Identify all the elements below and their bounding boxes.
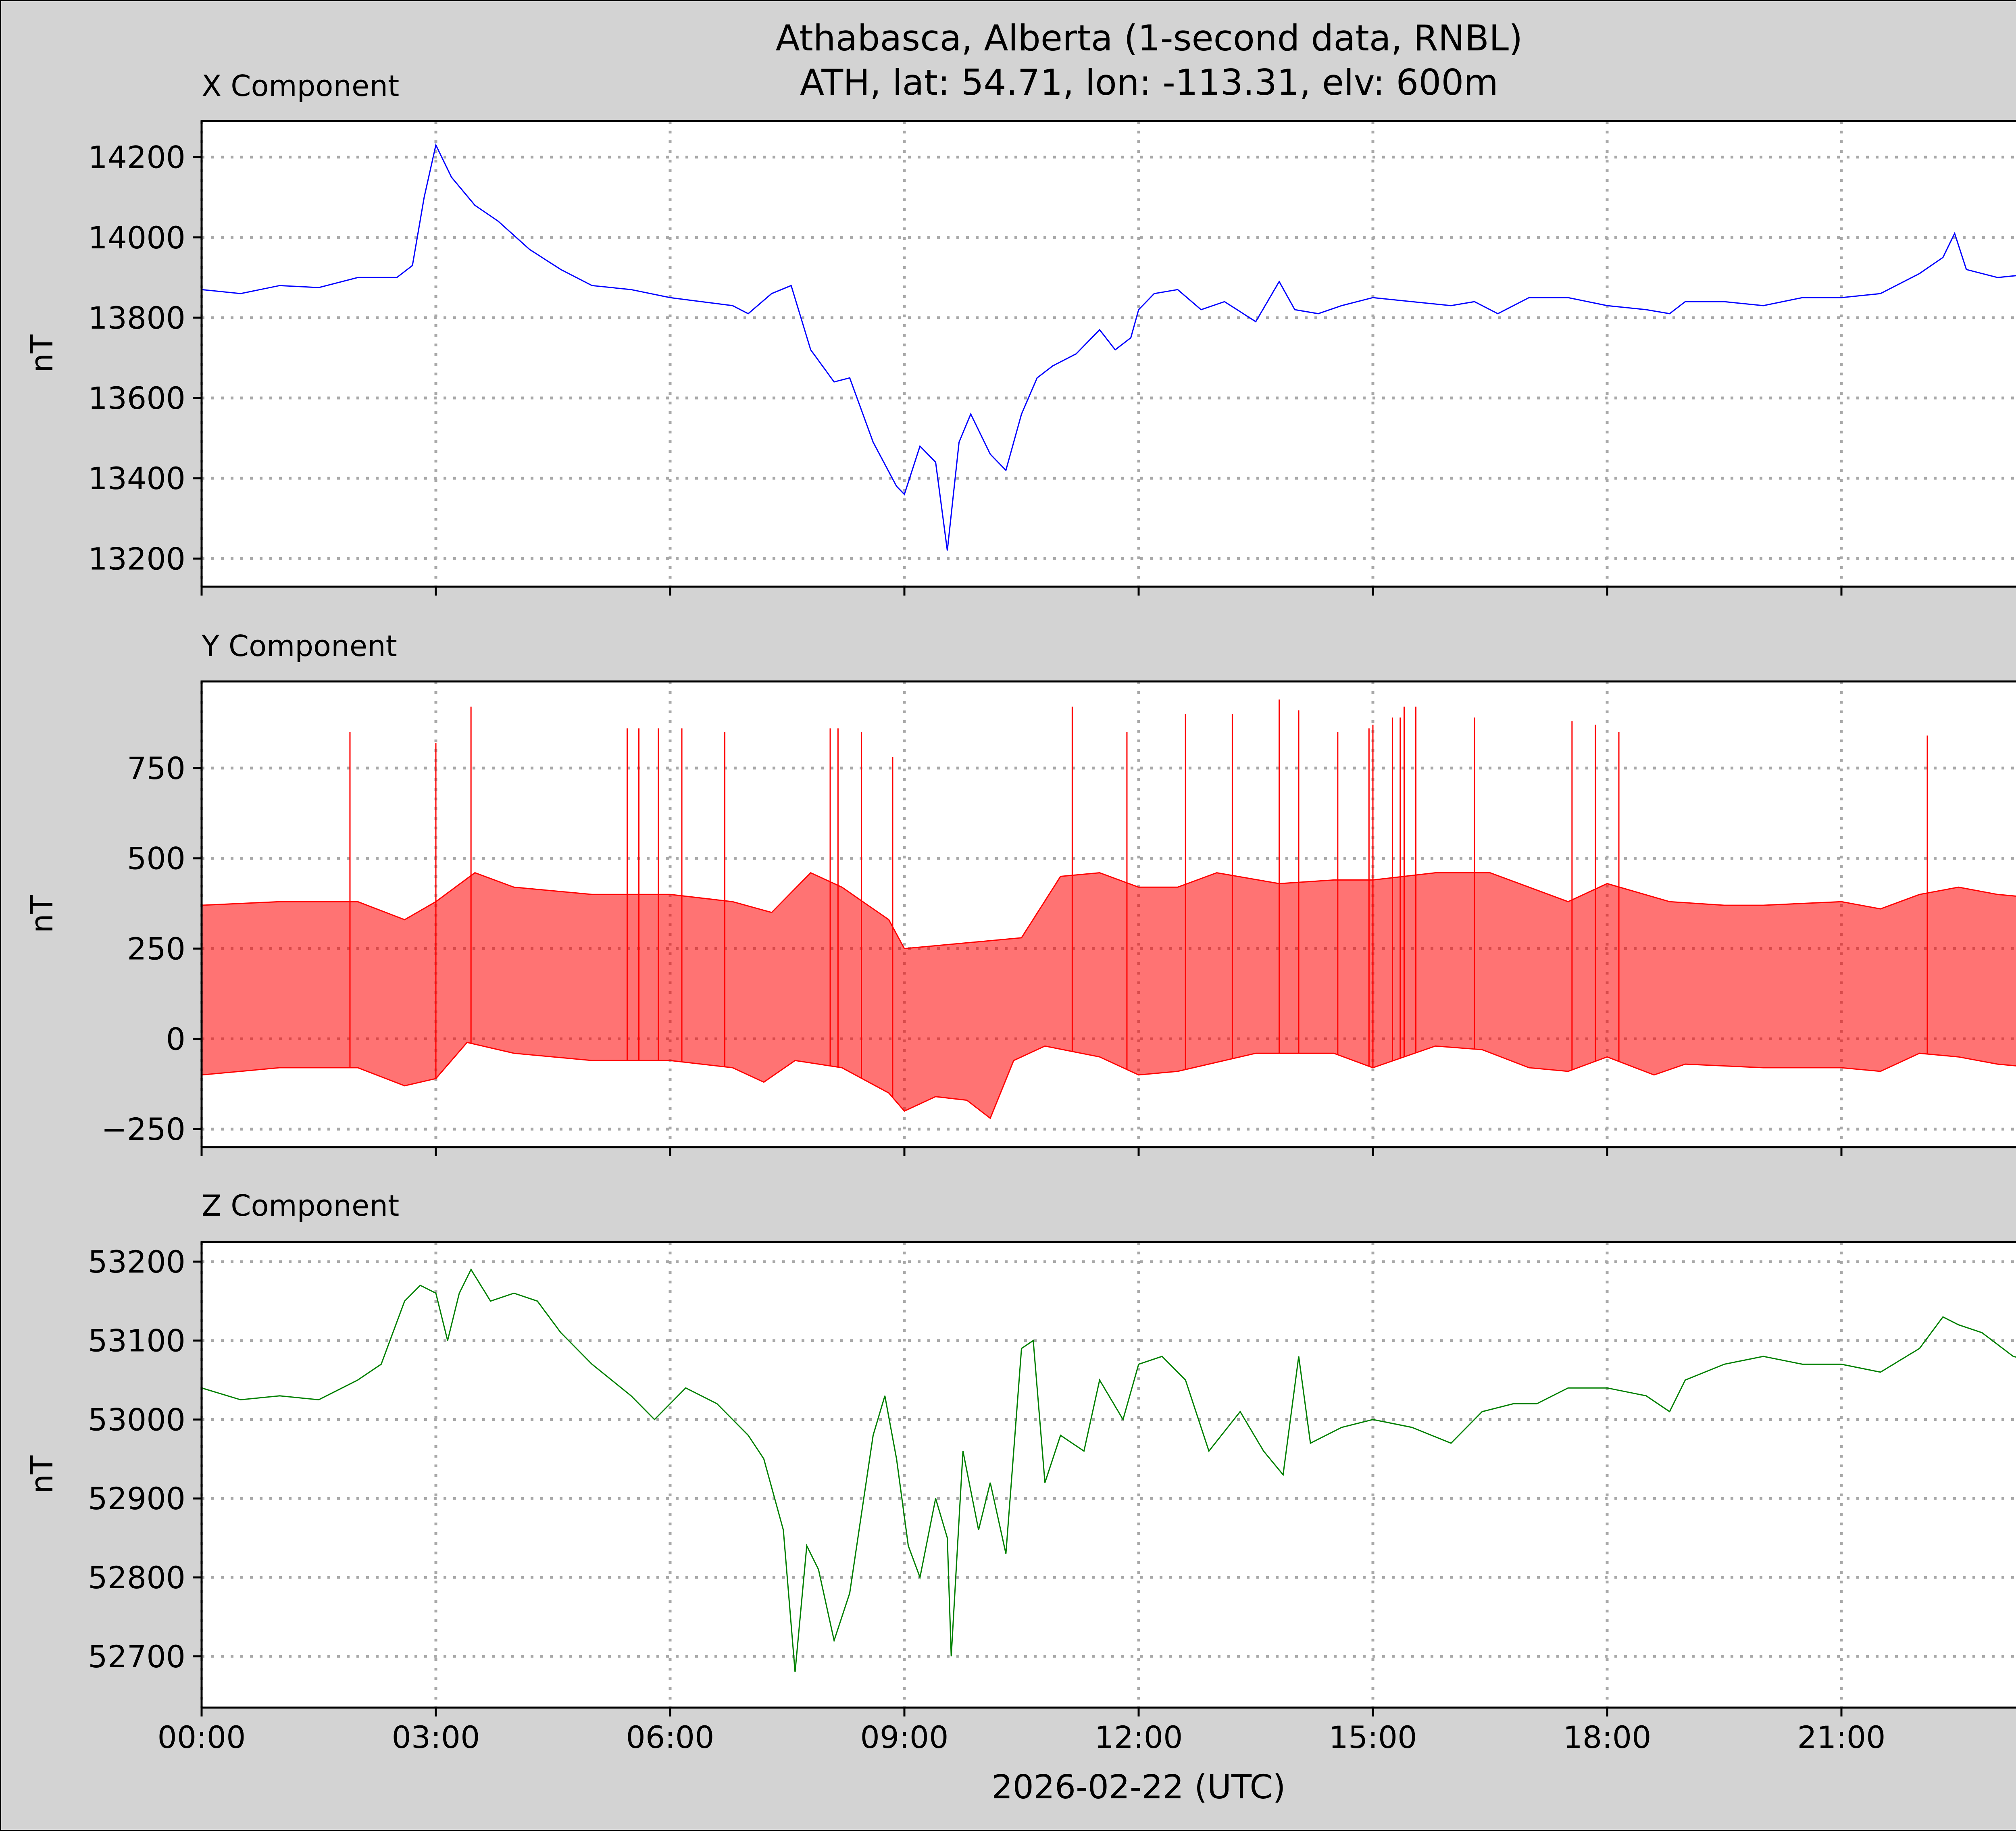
grid-x: [200, 121, 2016, 587]
y-ticks-x: 13200 13400 13600 13800 14000 14200: [88, 140, 202, 577]
panel-title-y: Y Component: [201, 629, 397, 663]
y-ticks-y: −250 0 250 500 750: [101, 750, 202, 1147]
x-tick-label-6: 18:00: [1563, 1719, 1651, 1755]
x-ticks-y: [200, 1147, 1843, 1156]
y-tick-label-x-2: 13600: [88, 380, 185, 416]
figure-title-line2: ATH, lat: 54.71, lon: -113.31, elv: 600m: [800, 62, 1498, 103]
series-line-x-component: [201, 143, 2016, 551]
y-tick-label-y-2: 250: [127, 931, 185, 967]
y-tick-label-z-2: 52900: [88, 1481, 185, 1516]
y-tick-label-x-1: 13400: [88, 460, 185, 496]
x-tick-label-2: 06:00: [626, 1719, 714, 1755]
y-axis-label-x: nT: [24, 334, 60, 373]
panel-title-x: X Component: [202, 69, 399, 103]
y-tick-label-z-1: 52800: [88, 1560, 185, 1596]
plot-area-x: [202, 121, 2016, 587]
y-tick-label-y-1: 0: [166, 1021, 185, 1057]
series-line-y-component-baseline: [201, 1042, 2016, 1119]
panel-title-z: Z Component: [202, 1189, 399, 1223]
panel-z-component: Z Component 52700 52800 52900 53000 53100 532…: [24, 1189, 2016, 1716]
y-tick-label-z-5: 53200: [88, 1244, 185, 1280]
plot-area-z: [202, 1242, 2016, 1708]
series-line-z-component: [201, 1268, 2016, 1673]
x-ticks-x: [200, 587, 1843, 596]
x-tick-label-3: 09:00: [860, 1719, 948, 1755]
y-tick-label-z-0: 52700: [88, 1639, 185, 1675]
y-tick-label-x-5: 14200: [88, 140, 185, 175]
x-axis-label: 2026-02-22 (UTC): [991, 1768, 1285, 1806]
series-spikes-y-component: [349, 699, 1928, 1098]
figure-title-line1: Athabasca, Alberta (1-second data, RNBL): [776, 17, 1523, 59]
series-fill-y-component: [202, 873, 2016, 1119]
x-tick-label-0: 00:00: [157, 1719, 246, 1755]
panel-y-component: Y Component −250 0 250 500 750 nT: [24, 629, 2016, 1156]
x-tick-labels: 00:00 03:00 06:00 09:00 12:00 15:00 18:00 21:00: [157, 1719, 1885, 1755]
x-tick-label-1: 03:00: [392, 1719, 480, 1755]
x-tick-label-7: 21:00: [1797, 1719, 1885, 1755]
y-tick-label-x-0: 13200: [88, 541, 185, 577]
y-tick-label-x-4: 14000: [88, 220, 185, 256]
y-tick-label-z-4: 53100: [88, 1323, 185, 1359]
x-tick-label-5: 15:00: [1329, 1719, 1417, 1755]
panel-x-component: X Component 13200 13400 13600 13800 14000 142…: [24, 69, 2016, 596]
y-tick-label-x-3: 13800: [88, 300, 185, 336]
series-line-y-component-upper: [201, 872, 2016, 950]
y-tick-label-y-4: 750: [127, 750, 185, 786]
y-tick-label-y-0: −250: [101, 1111, 185, 1147]
y-tick-label-y-3: 500: [127, 841, 185, 877]
y-tick-label-z-3: 53000: [88, 1402, 185, 1437]
y-ticks-z: 52700 52800 52900 53000 53100 53200: [88, 1244, 202, 1675]
y-axis-label-z: nT: [24, 1455, 60, 1494]
x-ticks-z: [200, 1708, 1843, 1716]
y-axis-label-y: nT: [24, 895, 60, 933]
x-tick-label-4: 12:00: [1094, 1719, 1183, 1755]
